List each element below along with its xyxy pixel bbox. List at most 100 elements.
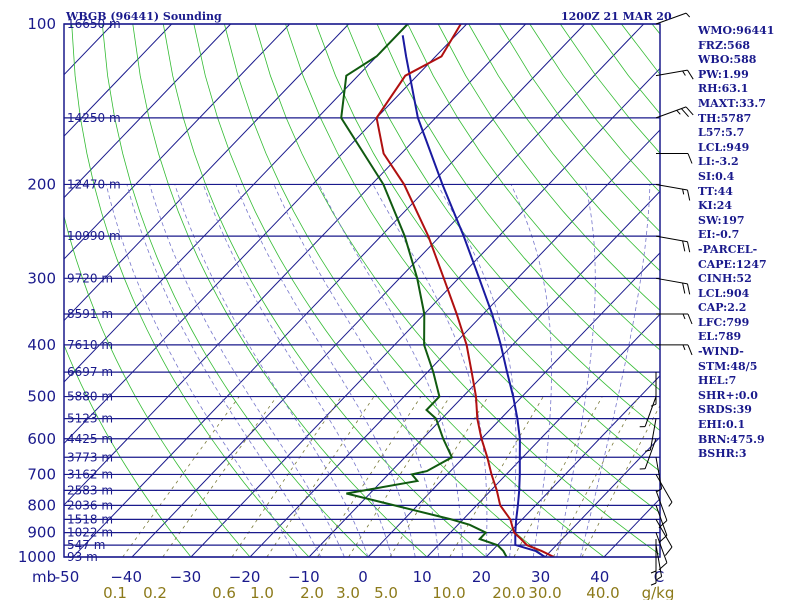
wind-barb-flag [658, 535, 668, 543]
pressure-tick-label: 400 [27, 336, 56, 354]
isotherm-line [64, 24, 173, 137]
sounding-time: 1200Z 21 MAR 20 [561, 10, 672, 23]
isotherm-line [367, 252, 660, 557]
wind-barb-flag [687, 283, 691, 295]
wind-barb-staff [655, 532, 668, 563]
isotherm-line [131, 24, 645, 557]
moist-adiabat-line [437, 184, 517, 557]
isotherm-line [64, 24, 291, 260]
sounding-index-item: EI:-0.7 [698, 228, 740, 242]
height-label: 1022 m [67, 526, 113, 540]
isotherm-line [72, 24, 586, 557]
wind-barb-staff [655, 106, 687, 119]
sounding-index-item: WMO:96441 [698, 24, 775, 37]
isotherm-line [64, 24, 527, 506]
sounding-index-item: TH:5787 [698, 111, 752, 125]
sounding-indices-panel: WMO:96441 FRZ:568 WBO:588 PW:1.99 RH:63.1 MAX… [698, 24, 798, 462]
isotherm-line [64, 24, 232, 199]
temperature-tick-label: -50 [55, 568, 80, 586]
wind-barb-staff [655, 545, 663, 577]
wind-barb-half-flag [676, 109, 681, 115]
profile-layer [340, 24, 555, 557]
sounding-index-item: FRZ:568 [698, 38, 751, 52]
height-label: 547 m [67, 538, 105, 552]
pressure-tick-label: 200 [27, 175, 56, 193]
sounding-index-item: BRN:475.9 [698, 432, 765, 446]
pressure-tick-label: 900 [27, 524, 56, 542]
mixing-ratio-label: g/kg [642, 584, 675, 600]
wind-barb-half-flag [682, 188, 685, 195]
wind-barb-staff [655, 69, 688, 77]
height-label: 12470 m [67, 177, 121, 191]
temperature-tick-label: 0 [358, 568, 368, 586]
mixing-ratio-label: 10.0 [432, 584, 465, 600]
mixing-ratio-line [581, 404, 660, 557]
sounding-index-item: WBO:588 [698, 53, 757, 67]
wind-barb-flag [664, 546, 673, 556]
plot-frame [63, 23, 661, 558]
height-label: 5123 m [67, 412, 113, 426]
isotherm-line [64, 24, 350, 322]
temperature-tick-label: −10 [288, 568, 320, 586]
height-label: 6697 m [67, 365, 113, 379]
wind-barb-flag [687, 69, 694, 80]
pressure-tick-label: 600 [27, 430, 56, 448]
wind-barb-staff [655, 183, 688, 191]
temperature-tick-label: −20 [229, 568, 261, 586]
wind-barb-half-flag [656, 488, 662, 493]
wind-barb-staff [644, 438, 657, 469]
temperature-tick-label: 20 [472, 568, 491, 586]
sounding-index-item: CINH:52 [698, 272, 752, 286]
dry-adiabat-line [254, 24, 660, 556]
mixing-ratio-label: 0.1 [103, 584, 127, 600]
isotherm-line [485, 375, 660, 557]
wind-barb-staff [655, 277, 688, 285]
isotherm-line [426, 313, 660, 557]
mixing-ratio-line [552, 396, 639, 557]
height-label: 4425 m [67, 432, 113, 446]
height-label: 2036 m [67, 498, 113, 512]
wind-barb-half-flag [682, 344, 686, 351]
moist-adiabat-line [318, 184, 463, 557]
sounding-index-item: PW:1.99 [698, 67, 749, 81]
sounding-index-item: EL:789 [698, 330, 742, 344]
wind-barb-half-flag [685, 12, 691, 18]
temperature-tick-label: −40 [110, 568, 142, 586]
sounding-index-item: BSHR:3 [698, 447, 747, 461]
wind-barb-staff [655, 457, 663, 489]
wind-barb-layer [639, 12, 694, 586]
height-label: 8591 m [67, 307, 113, 321]
moist-adiabat-line [126, 184, 322, 557]
dry-adiabat-line [162, 24, 487, 557]
wind-barb-flag [658, 520, 668, 529]
dewpoint-line [340, 24, 508, 557]
mixing-ratio-label: 5.0 [374, 584, 398, 600]
dry-adiabat-line [101, 24, 369, 557]
wind-barb-staff [655, 12, 687, 25]
temperature-tick-label: 30 [531, 568, 550, 586]
sounding-index-item: MAXT:33.7 [698, 96, 766, 110]
wind-barb-staff [644, 396, 657, 427]
mixing-ratio-label: 0.2 [143, 584, 167, 600]
sounding-index-item: LFC:799 [698, 315, 750, 329]
wind-barb-staff [655, 235, 688, 243]
moist-adiabat-line [372, 184, 488, 557]
isotherm-line [64, 24, 468, 445]
mixing-ratio-label: 2.0 [300, 584, 324, 600]
mixing-ratio-label: 30.0 [528, 584, 561, 600]
wind-barb-half-flag [668, 501, 673, 507]
height-label: 16650 m [67, 17, 121, 31]
mixing-ratio-line [122, 396, 240, 557]
isotherm-line [64, 24, 409, 383]
pressure-tick-label: 300 [27, 269, 56, 287]
pressure-tick-label: 700 [27, 465, 56, 483]
wind-barb-flag [685, 106, 694, 116]
wind-barb-flag [682, 240, 686, 252]
height-label: 3162 m [67, 467, 113, 481]
sounding-index-item: CAP:2.2 [698, 301, 747, 315]
temperature-tick-label: 40 [590, 568, 609, 586]
moist-adiabat-line [235, 184, 416, 557]
temperature-tick-label: C [654, 568, 664, 586]
wind-barb-flag [687, 344, 693, 356]
